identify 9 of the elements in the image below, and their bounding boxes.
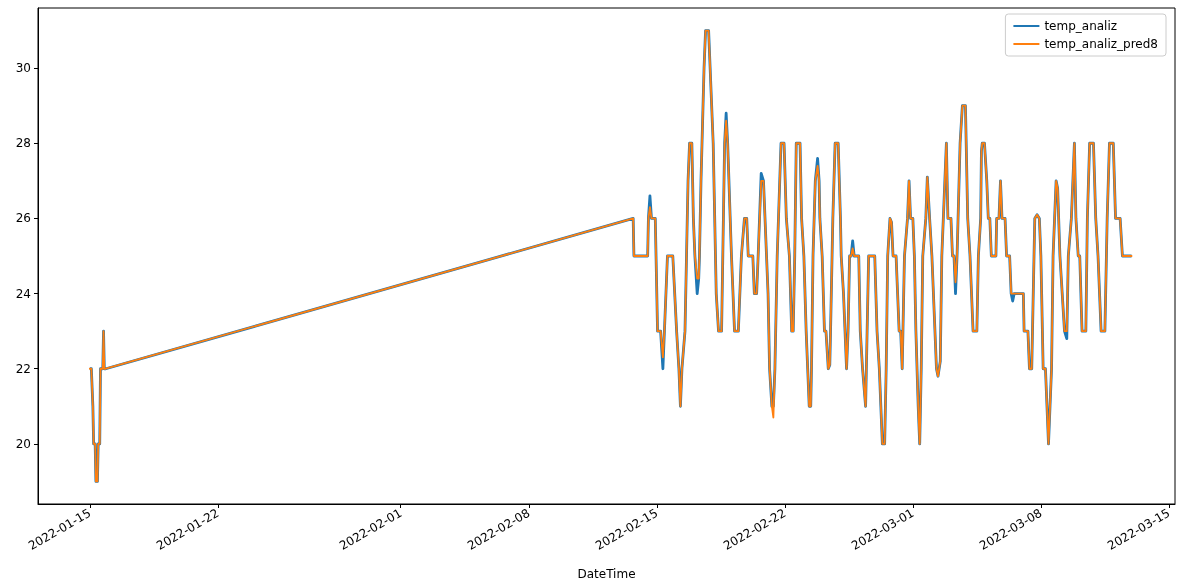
y-tick-label: 30	[15, 61, 31, 76]
legend-label: temp_analiz_pred8	[1044, 37, 1159, 51]
y-tick-label: 24	[15, 286, 31, 301]
legend-label: temp_analiz	[1044, 19, 1118, 33]
y-tick-label: 28	[15, 136, 31, 151]
y-tick-label: 26	[15, 211, 31, 226]
y-tick-label: 20	[15, 436, 31, 451]
y-tick-label: 22	[15, 361, 31, 376]
x-axis-title: DateTime	[577, 567, 636, 581]
